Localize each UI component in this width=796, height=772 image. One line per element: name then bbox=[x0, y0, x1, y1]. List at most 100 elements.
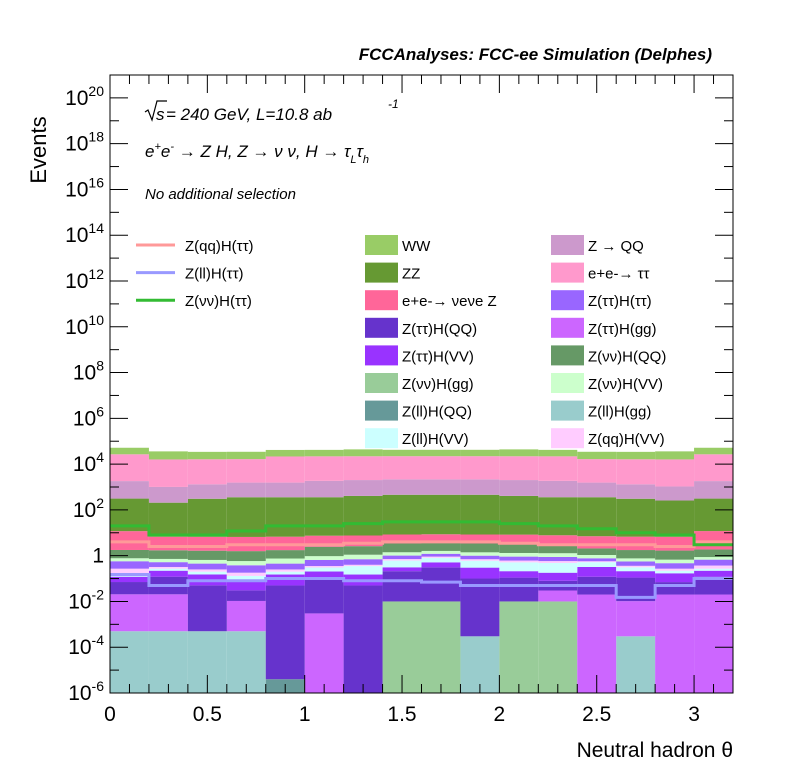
bar-z-h-bin-2 bbox=[187, 563, 227, 570]
bar-z-qq-bin-13 bbox=[616, 484, 656, 499]
bar-e-e-e-e-z-bin-2 bbox=[187, 536, 227, 551]
bar-z-qq-bin-10 bbox=[499, 480, 539, 496]
bar-z-h-bin-4 bbox=[265, 563, 305, 570]
bar-e-e-e-e-z-bin-14 bbox=[655, 536, 695, 551]
bar-z-h-gg-bin-15 bbox=[694, 594, 733, 693]
legend-swatch-e-e-e-e-z bbox=[365, 290, 398, 311]
y-tick-label: 104 bbox=[73, 449, 104, 476]
bar-z-h-qq-bin-7 bbox=[382, 543, 422, 553]
bar-z-qq-bin-8 bbox=[421, 479, 461, 495]
bar-z-ll-h-vv-bin-10 bbox=[499, 562, 539, 572]
sqrt-icon bbox=[144, 100, 167, 122]
bar-z-h-qq-bin-0 bbox=[110, 582, 149, 595]
bar-z-h-vv-bin-9 bbox=[460, 552, 500, 556]
y-tick-label: 1010 bbox=[65, 312, 104, 339]
y-tick-label: 10-6 bbox=[68, 678, 104, 705]
bar-z-h-qq-bin-14 bbox=[655, 550, 695, 560]
legend-swatch-zz bbox=[365, 262, 398, 283]
y-tick-label: 102 bbox=[73, 495, 104, 522]
bar-z-h-qq-bin-4 bbox=[265, 550, 305, 559]
bar-z-h-qq-bin-0 bbox=[110, 549, 149, 559]
y-tick-label: 10-2 bbox=[68, 586, 104, 613]
bar-zz-bin-6 bbox=[343, 495, 383, 536]
line-z-qq-h bbox=[110, 540, 733, 549]
bar-z-h-qq-bin-2 bbox=[187, 550, 227, 560]
bar-ww-bin-15 bbox=[694, 447, 733, 455]
legend-label: Z(ll)H(VV) bbox=[402, 431, 469, 448]
bar-e-e-bin-11 bbox=[538, 456, 578, 481]
bar-z-h-bin-11 bbox=[538, 556, 578, 562]
y-tick-label: 108 bbox=[73, 358, 104, 385]
bar-z-h-qq-bin-13 bbox=[616, 577, 656, 602]
bar-z-qq-h-vv-bin-10 bbox=[499, 560, 539, 563]
bar-ww-bin-11 bbox=[538, 449, 578, 457]
selection-label: No additional selection bbox=[145, 186, 296, 203]
bar-ww-bin-10 bbox=[499, 449, 539, 457]
bar-z-qq-bin-6 bbox=[343, 480, 383, 496]
bar-z-ll-h-gg-bin-9 bbox=[460, 636, 500, 693]
line-z-h bbox=[110, 520, 733, 547]
bar-z-qq-h-vv-bin-11 bbox=[538, 561, 578, 563]
x-axis-label: Neutral hadron θ bbox=[577, 739, 733, 762]
x-tick-label: 1.5 bbox=[387, 703, 416, 726]
bar-z-qq-h-vv-bin-7 bbox=[382, 559, 422, 561]
bar-e-e-bin-13 bbox=[616, 459, 656, 485]
bar-z-h-bin-7 bbox=[382, 555, 422, 560]
bar-z-h-vv-bin-9 bbox=[460, 567, 500, 579]
bar-z-h-bin-6 bbox=[343, 559, 383, 565]
bar-z-h-gg-bin-3 bbox=[226, 600, 266, 632]
bar-zz-bin-11 bbox=[538, 497, 578, 536]
bar-e-e-e-e-z-bin-1 bbox=[148, 536, 188, 551]
legend-swatch-z-h-vv bbox=[551, 373, 584, 393]
bar-e-e-bin-9 bbox=[460, 456, 500, 480]
bar-z-h-bin-9 bbox=[460, 555, 500, 560]
bar-zz-bin-13 bbox=[616, 498, 656, 537]
bar-z-h-vv-bin-10 bbox=[499, 552, 539, 557]
legend-label: e+e-→ ττ bbox=[588, 266, 650, 283]
legend-label: Z(qq)H(VV) bbox=[588, 431, 665, 448]
bar-z-ll-h-vv-bin-15 bbox=[694, 568, 733, 571]
legend-label: Z(ττ)H(ττ) bbox=[588, 293, 652, 310]
bar-e-e-bin-0 bbox=[110, 454, 149, 482]
bar-e-e-e-e-z-bin-7 bbox=[382, 534, 422, 544]
bar-e-e-bin-3 bbox=[226, 459, 266, 483]
bar-z-h-qq-bin-6 bbox=[343, 585, 383, 693]
bar-z-ll-h-vv-bin-4 bbox=[265, 571, 305, 575]
bar-z-h-qq-bin-7 bbox=[382, 571, 422, 602]
bar-zz-bin-12 bbox=[577, 497, 617, 537]
bar-z-h-bin-1 bbox=[148, 562, 188, 567]
bar-z-h-bin-10 bbox=[499, 556, 539, 561]
bar-z-ll-h-vv-bin-9 bbox=[460, 560, 500, 568]
bar-z-qq-h-vv-bin-14 bbox=[655, 568, 695, 571]
bar-e-e-bin-12 bbox=[577, 459, 617, 483]
y-tick-label: 1018 bbox=[65, 129, 104, 156]
process-label: e+e- → Z H, Z → ν ν, H → τLτh bbox=[145, 141, 369, 166]
bar-z-h-qq-bin-10 bbox=[499, 543, 539, 553]
bar-z-h-vv-bin-12 bbox=[577, 566, 617, 577]
bar-z-h-vv-bin-7 bbox=[382, 552, 422, 556]
bar-z-h-qq-bin-10 bbox=[499, 577, 539, 602]
y-tick-labels: 10-6 10-4 10-2 1 102 104 106 108 1010 1012 1014 101… bbox=[65, 83, 104, 705]
y-tick-label: 1014 bbox=[65, 220, 104, 247]
bar-ww-bin-12 bbox=[577, 451, 617, 460]
energy-label: s = 240 GeV, L=10.8 ab -1 bbox=[144, 97, 399, 124]
bar-z-h-vv-bin-1 bbox=[148, 570, 188, 577]
legend-swatch-z-qq bbox=[551, 235, 584, 255]
bar-zz-bin-15 bbox=[694, 498, 733, 532]
y-tick-label: 1 bbox=[92, 545, 104, 568]
bar-z-h-vv-bin-11 bbox=[538, 553, 578, 557]
bar-zz-bin-1 bbox=[148, 502, 188, 537]
bar-z-h-vv-bin-0 bbox=[110, 576, 149, 583]
bar-z-h-qq-bin-2 bbox=[187, 585, 227, 632]
bar-z-qq-h-vv-bin-1 bbox=[148, 566, 188, 569]
legend-label: Z(ττ)H(QQ) bbox=[402, 321, 477, 338]
line-z-ll-h bbox=[110, 573, 733, 599]
bar-z-h-bin-5 bbox=[304, 559, 344, 567]
y-tick-label: 1016 bbox=[65, 174, 104, 201]
x-tick-label: 0 bbox=[104, 703, 116, 726]
bar-e-e-bin-6 bbox=[343, 456, 383, 481]
bar-ww-bin-7 bbox=[382, 449, 422, 457]
plot-title: FCCAnalyses: FCC-ee Simulation (Delphes) bbox=[359, 45, 713, 64]
legend-swatch-z-ll-h-gg bbox=[551, 400, 584, 421]
bar-z-qq-bin-9 bbox=[460, 479, 500, 495]
